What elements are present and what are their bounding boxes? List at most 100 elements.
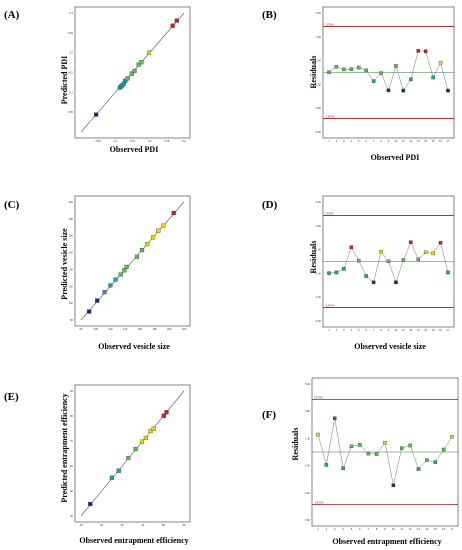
data-point [164,410,169,415]
data-point [148,428,153,434]
x-tick-label: 10 [394,139,397,143]
residual-point [371,79,376,83]
x-axis-title: Observed entrapment efficiency [332,537,441,546]
x-tick-label: 80 [162,523,165,527]
data-point [88,501,93,507]
panel-label: (B) [262,9,277,21]
residual-point [401,88,406,93]
y-tick-label: 180 [69,234,74,238]
residual-point [441,447,446,452]
x-tick-label: 16 [439,328,442,332]
data-point [109,475,114,480]
x-tick-label: 4 [342,527,344,531]
x-tick-label: 11 [402,328,405,332]
x-tick-label: 6 [365,139,367,143]
data-point [140,247,145,253]
x-tick-label: 17 [451,527,454,531]
residual-point [341,466,345,471]
data-point [170,23,175,28]
data-point [133,446,138,452]
residual-point [366,451,370,456]
panel-e: (E) Observed entrapment efficiency Predi… [4,384,191,545]
panel-c: (C) Observed vesicle size Predicted vesi… [4,195,191,351]
x-axis-title: Observed PDI [371,153,420,162]
x-tick-label: 0.15 [130,139,136,143]
data-point [134,254,139,259]
x-tick-label: 5 [351,527,353,531]
residual-point [374,452,379,456]
residual-point [394,64,398,68]
residual-point [334,65,339,69]
plot-c: 80 100 120 140 160 180 200 220 80 100 120 140 160 180… [69,195,191,331]
x-axis-title: Observed vesicle size [354,342,426,351]
x-tick-label: 6 [359,527,361,531]
data-point [87,309,92,314]
x-tick-label: 180 [152,327,157,331]
y-tick-label: 120 [69,284,74,288]
y-tick-label: -5.00 [315,319,321,323]
x-tick-label: 5 [358,139,360,143]
panel-label: (C) [4,199,20,211]
x-tick-label: 160 [138,327,143,331]
plot-f: 1 2 3 4 5 6 7 8 9 10 11 12 13 14 15 16 17-5.00-3.00-1.00… [304,377,459,531]
limit-label: -3.87043 [314,502,324,505]
x-tick-label: 7 [373,328,375,332]
x-tick-label: 13 [417,527,420,531]
y-tick-label: 100 [69,301,74,305]
data-point [124,264,129,269]
plot-a: 0.05 0.1 0.15 0.2 0.25 0.3 0.05 0.1 0.15 0.2 0.25 0… [68,6,191,143]
x-tick-label: 90 [183,523,186,527]
residual-point [386,259,391,264]
x-tick-label: 14 [424,139,427,143]
y-tick-label: 0.3 [69,11,73,15]
plot-d: 1 2 3 4 5 6 7 8 9 10 11 12 13 14 15 16 17-5.00-3.00-1.00… [315,195,455,332]
panel-a: (A) Observed PDI Predicted PDI 0.05 0.1 0.… [4,6,191,154]
y-tick-label: 0.15 [68,71,74,75]
residual-point [364,68,368,73]
residual-point [349,245,354,249]
data-point [161,223,166,228]
residual-point [399,446,404,450]
x-tick-label: 4 [351,139,353,143]
y-tick-label: 80 [70,318,73,322]
x-tick-label: 9 [384,527,386,531]
data-point [122,268,127,273]
y-tick-label: 5.00 [316,200,322,204]
data-point [125,76,130,81]
x-tick-label: 16 [439,139,442,143]
x-tick-label: 17 [447,328,450,332]
data-point [95,298,100,303]
data-point [151,426,156,431]
y-tick-label: 3.00 [305,409,311,413]
residual-point [394,280,398,285]
y-tick-label: 200 [69,217,74,221]
data-point [146,50,152,55]
y-tick-label: 3.00 [316,224,322,228]
data-point [174,18,179,23]
panel-label: (D) [262,199,278,211]
x-tick-label: 140 [123,327,128,331]
residual-point [408,443,412,448]
y-tick-label: 3.00 [316,35,322,39]
y-tick-label: -5.00 [304,518,310,522]
y-axis-title: Predicted vesicle size [60,228,69,300]
x-tick-label: 13 [417,328,420,332]
data-point [126,455,131,461]
x-tick-label: 14 [425,527,428,531]
x-tick-label: 0.1 [114,139,118,143]
residual-point [409,240,413,244]
residual-point [438,60,443,65]
data-point [116,468,121,473]
y-tick-label: 1.00 [316,248,322,252]
residual-point [383,441,387,445]
panel-label: (E) [4,391,19,403]
residual-point [450,435,454,439]
x-tick-label: 3 [343,139,345,143]
data-point [102,290,107,295]
residual-point [356,258,361,263]
residual-point [401,258,406,262]
residual-point [342,267,346,271]
x-tick-label: 4 [351,328,353,332]
data-point [132,68,137,73]
